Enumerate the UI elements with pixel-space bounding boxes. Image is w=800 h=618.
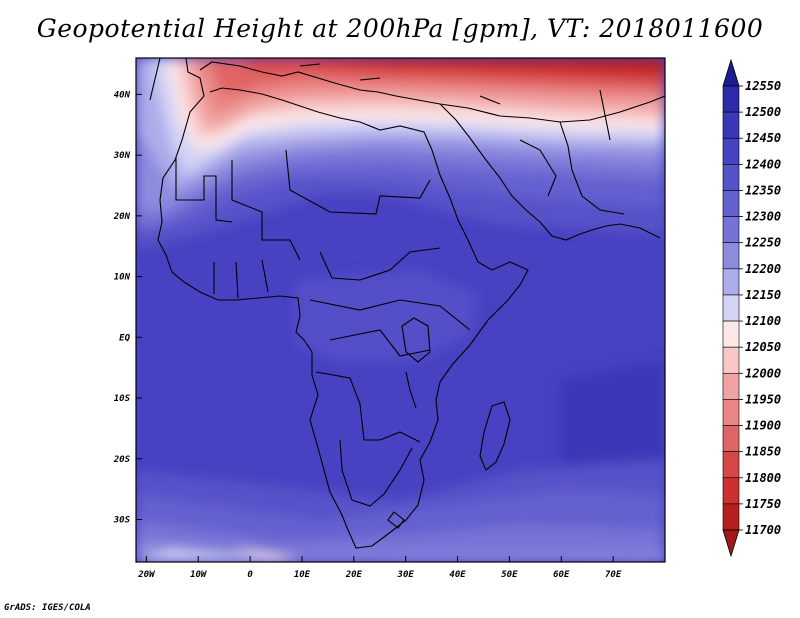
colorbar-label: 12250 [745, 236, 781, 250]
colorbar-swatch [722, 190, 740, 217]
colorbar-label: 12000 [745, 366, 781, 380]
lat-tick-label: 40N [114, 90, 131, 100]
colorbar-label: 11750 [745, 497, 781, 511]
lat-tick-label: 10N [114, 273, 131, 283]
lon-tick-label: 20W [137, 570, 156, 580]
colorbar-label: 12350 [745, 183, 781, 197]
colorbar-label: 12500 [745, 105, 781, 119]
lon-tick-label: 40E [449, 570, 466, 580]
colorbar-swatch [722, 425, 740, 452]
colorbar-label: 12100 [745, 314, 781, 328]
lat-tick-label: 30S [113, 515, 131, 525]
lon-tick-label: 10W [190, 570, 208, 580]
map-title: Geopotential Height at 200hPa [gpm], VT:… [36, 14, 764, 43]
colorbar-label: 12400 [745, 157, 781, 171]
colorbar-swatch [722, 268, 740, 296]
colorbar-swatch [722, 320, 740, 348]
lat-tick-label: EQ [119, 333, 130, 343]
colorbar-swatch [722, 399, 740, 426]
lat-tick-label: 10S [114, 394, 131, 404]
colorbar-swatch [722, 164, 740, 191]
colorbar-swatch [722, 111, 740, 139]
colorbar-swatch [722, 137, 740, 165]
colorbar-label: 11850 [745, 445, 781, 459]
lat-tick-label: 20N [113, 212, 131, 222]
lon-tick-label: 70E [605, 570, 622, 580]
colorbar-label: 11900 [745, 419, 781, 433]
colorbar: 12550 12500 12450 12400 12350 12300 12250 12200… [722, 58, 781, 558]
colorbar-label: 12050 [745, 340, 781, 354]
colorbar-label: 11700 [745, 523, 781, 537]
plot-frame [135, 57, 666, 563]
lon-tick-label: 0 [247, 570, 253, 580]
colorbar-swatch [722, 85, 740, 113]
colorbar-label: 12150 [745, 288, 781, 302]
colorbar-swatch [722, 477, 740, 505]
colorbar-swatch [722, 503, 740, 531]
colorbar-swatch [722, 372, 740, 400]
colorbar-top-arrow [722, 58, 740, 87]
colorbar-swatch [722, 216, 740, 244]
colorbar-swatch [722, 451, 740, 479]
colorbar-label: 12550 [745, 79, 781, 93]
lat-tick-label: 30N [113, 151, 131, 161]
lon-tick-label: 10E [294, 570, 311, 580]
colorbar-label: 12450 [745, 131, 781, 145]
map-figure: 20W 10W 0 10E 20E 30E 40E 50E 60E 70E 40N 30N 20N 10N… [113, 57, 781, 580]
colorbar-swatch [722, 294, 740, 322]
credit-footer: GrADS: IGES/COLA [4, 603, 91, 613]
colorbar-swatch [722, 242, 740, 270]
colorbar-swatch [722, 346, 740, 374]
colorbar-label: 12300 [745, 210, 781, 224]
axis-ticks: 20W 10W 0 10E 20E 30E 40E 50E 60E 70E 40N 30N 20N 10N… [113, 90, 622, 580]
colorbar-bottom-arrow [722, 529, 740, 558]
lon-tick-label: 30E [397, 570, 415, 580]
colorbar-label: 11800 [745, 471, 781, 485]
colorbar-label: 12200 [745, 262, 781, 276]
colorbar-label: 11950 [745, 392, 781, 406]
height-field [136, 58, 665, 562]
lon-tick-label: 50E [501, 570, 518, 580]
lon-tick-label: 20E [345, 570, 363, 580]
lat-tick-label: 20S [113, 455, 131, 465]
coastlines [149, 58, 665, 549]
lon-tick-label: 60E [553, 570, 570, 580]
